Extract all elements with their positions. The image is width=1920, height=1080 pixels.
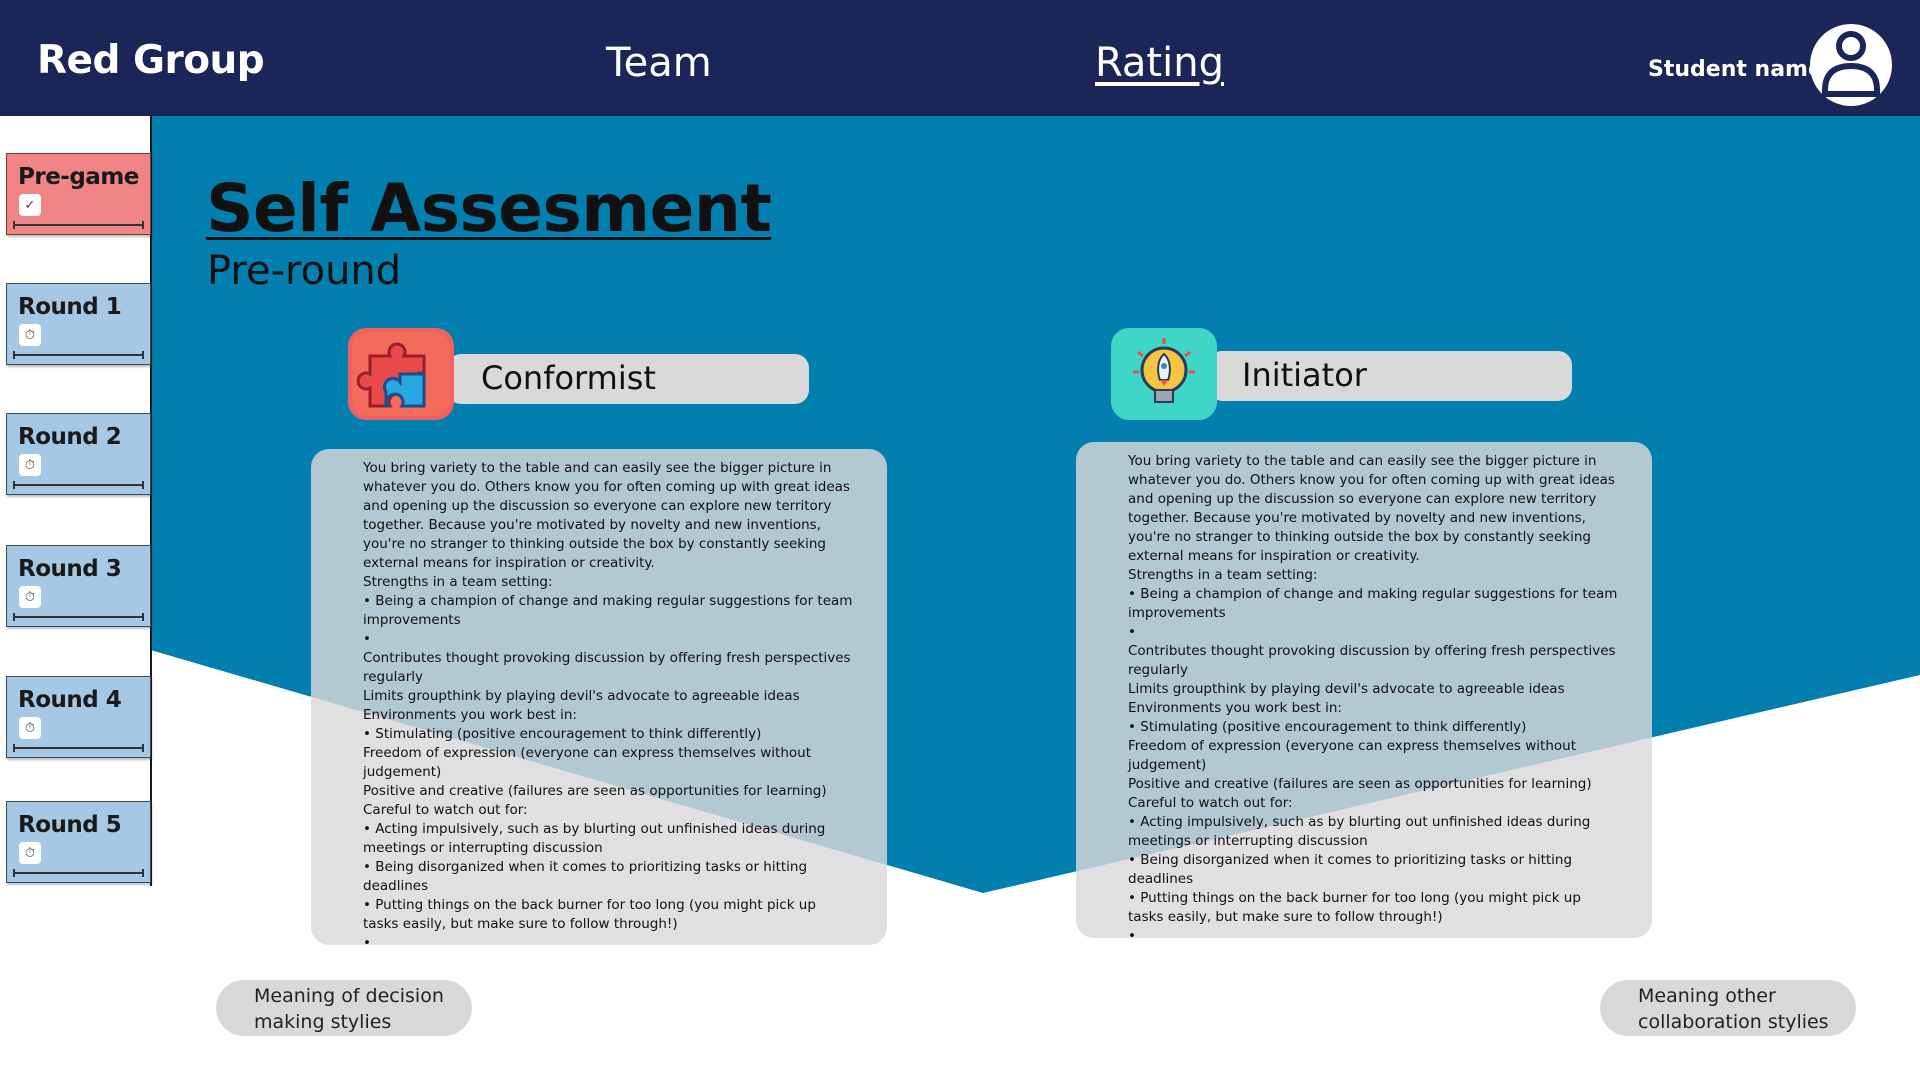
description-box-conformist: You bring variety to the table and can e… [311,449,887,945]
user-avatar-button[interactable] [1810,24,1892,106]
sidebar-item-round-1[interactable]: Round 1 ⏱ [6,283,151,365]
description-line: Freedom of expression (everyone can expr… [363,745,812,780]
description-line: Limits groupthink by playing devil's adv… [363,688,800,704]
description-line: • Being a champion of change and making … [1128,586,1618,621]
nav-rating-link[interactable]: Rating [1095,40,1224,86]
round-progress-slider [13,869,144,877]
timer-icon: ⏱ [19,454,41,476]
timer-icon: ⏱ [19,717,41,739]
sidebar-item-round-2[interactable]: Round 2 ⏱ [6,413,151,495]
page-subtitle: Pre-round [207,248,402,294]
decision-styles-meaning-button[interactable]: Meaning of decision making stylies [216,980,472,1036]
round-label: Round 3 [18,556,122,582]
description-line: Careful to watch out for: [1128,795,1293,811]
description-line: You bring variety to the table and can e… [1128,453,1615,564]
description-line: • Being a champion of change and making … [363,593,853,628]
collaboration-styles-meaning-button[interactable]: Meaning other collaboration stylies [1600,980,1856,1036]
style-description: You bring variety to the table and can e… [1128,452,1618,938]
description-line: • [1128,624,1136,640]
description-line: Limits groupthink by playing devil's adv… [1128,681,1565,697]
description-line: • Stimulating (positive encouragement to… [1128,719,1527,735]
round-progress-slider [13,613,144,621]
page-title: Self Assesment [206,170,772,247]
description-line: Contributes thought provoking discussion… [363,650,851,685]
description-line: • Putting things on the back burner for … [363,897,816,932]
style-name: Initiator [1242,356,1367,394]
sidebar-item-round-3[interactable]: Round 3 ⏱ [6,545,151,627]
sidebar-item-round-5[interactable]: Round 5 ⏱ [6,801,151,883]
description-line: • Acting impulsively, such as by blurtin… [1128,814,1591,849]
description-line: Careful to watch out for: [363,802,528,818]
description-line: • Putting things on the back burner for … [1128,890,1581,925]
nav-team-link[interactable]: Team [606,40,712,86]
description-line: Positive and creative (failures are seen… [363,783,827,799]
brand-title: Red Group [37,38,265,83]
button-label: Meaning other collaboration stylies [1638,985,1829,1033]
round-progress-slider [13,744,144,752]
style-description: You bring variety to the table and can e… [363,459,853,945]
description-line: Environments you work best in: [1128,700,1342,716]
description-line: • Being disorganized when it comes to pr… [1128,852,1573,887]
description-line: You bring variety to the table and can e… [363,460,850,571]
puzzle-icon [348,328,454,420]
check-icon: ✓ [19,194,41,216]
round-label: Round 1 [18,294,122,320]
round-label: Round 4 [18,687,122,713]
style-name-pill-conformist: Conformist [447,354,809,404]
top-header: Red Group Team Rating Student name [0,0,1920,116]
description-line: Strengths in a team setting: [1128,567,1318,583]
round-progress-slider [13,351,144,359]
style-name-pill-initiator: Initiator [1208,351,1572,401]
description-line: Contributes thought provoking discussion… [1128,643,1616,678]
student-name: Student name [1648,57,1823,82]
description-box-initiator: You bring variety to the table and can e… [1076,442,1652,938]
button-label: Meaning of decision making stylies [254,985,444,1033]
round-label: Round 5 [18,812,122,838]
timer-icon: ⏱ [19,586,41,608]
round-label: Pre-game [18,164,139,190]
sidebar-item-round-4[interactable]: Round 4 ⏱ [6,676,151,758]
description-line: • Being disorganized when it comes to pr… [363,859,808,894]
description-line: • Stimulating (positive encouragement to… [363,726,762,742]
description-line: • [1128,928,1136,938]
user-circle-icon [1822,31,1880,97]
description-line: Freedom of expression (everyone can expr… [1128,738,1577,773]
description-line: Strengths in a team setting: [363,574,553,590]
description-line: Positive and creative (failures are seen… [1128,776,1592,792]
description-line: • [363,631,371,647]
round-progress-slider [13,221,144,229]
description-line: Environments you work best in: [363,707,577,723]
description-line: • Acting impulsively, such as by blurtin… [363,821,826,856]
round-progress-slider [13,481,144,489]
rocket-bulb-icon [1111,328,1217,420]
timer-icon: ⏱ [19,324,41,346]
round-label: Round 2 [18,424,122,450]
description-line: • [363,935,371,945]
sidebar-item-pre-game[interactable]: Pre-game ✓ [6,153,151,235]
style-name: Conformist [481,359,656,397]
timer-icon: ⏱ [19,842,41,864]
